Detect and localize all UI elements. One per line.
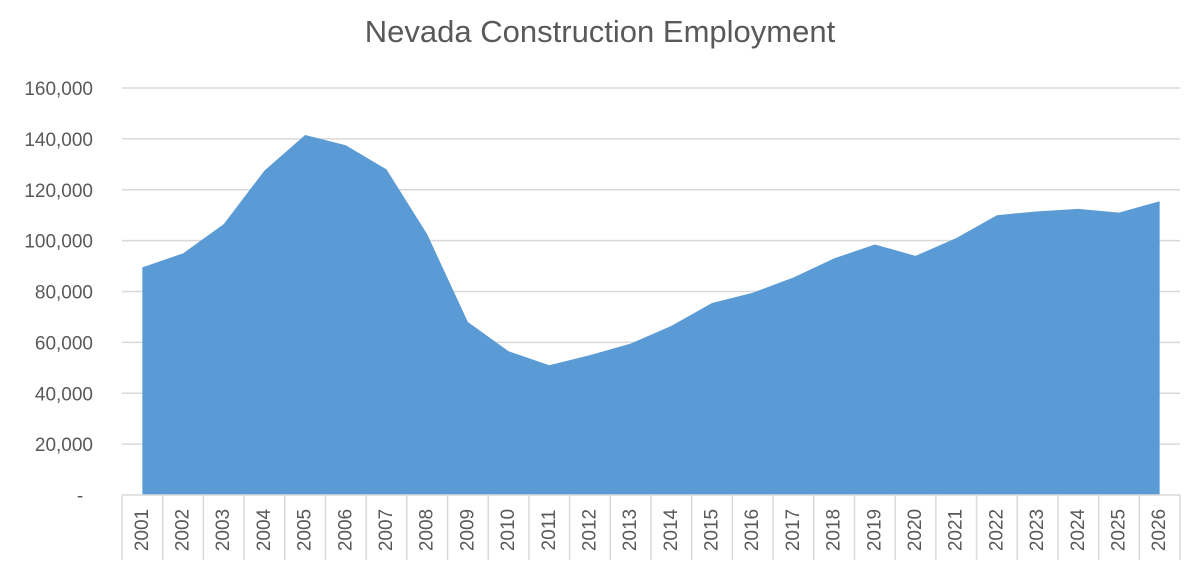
x-tick-label: 2014 <box>661 508 682 551</box>
x-tick-label: 2026 <box>1149 509 1170 551</box>
x-tick-label: 2022 <box>986 509 1007 551</box>
y-tick-label: 40,000 <box>35 384 93 405</box>
x-tick-label: 2003 <box>213 509 234 551</box>
x-tick-label: 2021 <box>946 509 967 551</box>
y-tick-label: 60,000 <box>35 333 93 354</box>
x-tick-label: 2018 <box>824 509 845 551</box>
x-tick-labels: 2001 2002 2003 2004 2005 2006 2007 2008 2009 2010… <box>132 508 1170 551</box>
y-tick-labels: - 20,000 40,000 60,000 80,000 100,000 120,000 1… <box>24 79 93 507</box>
y-tick-label: 160,000 <box>24 79 93 100</box>
x-tick-label: 2011 <box>539 510 560 551</box>
x-tick-label: 2017 <box>783 509 804 551</box>
x-tick-label: 2005 <box>295 509 316 551</box>
x-tick-label: 2024 <box>1068 508 1089 551</box>
x-tick-label: 2004 <box>254 508 275 551</box>
y-tick-label: 20,000 <box>35 435 93 456</box>
y-tick-label: 100,000 <box>24 232 93 253</box>
y-tick-label: - <box>77 486 83 507</box>
x-tick-label: 2010 <box>498 509 519 551</box>
x-tick-label: 2009 <box>457 509 478 551</box>
x-tick-label: 2001 <box>132 509 153 551</box>
x-tick-label: 2013 <box>620 509 641 551</box>
x-tick-label: 2019 <box>864 509 885 551</box>
y-tick-label: 140,000 <box>24 130 93 151</box>
chart-title: Nevada Construction Employment <box>364 14 836 49</box>
x-tick-label: 2025 <box>1108 509 1129 551</box>
x-tick-label: 2008 <box>417 509 438 551</box>
y-tick-label: 120,000 <box>24 181 93 202</box>
area-series <box>142 135 1160 495</box>
x-tick-label: 2007 <box>376 509 397 551</box>
x-tick-label: 2023 <box>1027 509 1048 551</box>
y-tick-label: 80,000 <box>35 283 93 304</box>
x-tick-label: 2015 <box>702 509 723 551</box>
x-tick-label: 2016 <box>742 509 763 551</box>
axes <box>121 494 1181 560</box>
x-tick-label: 2012 <box>579 509 600 551</box>
x-tick-label: 2002 <box>173 509 194 551</box>
x-tick-label: 2020 <box>905 509 926 551</box>
area-layer <box>142 135 1160 495</box>
x-tick-label: 2006 <box>335 509 356 551</box>
